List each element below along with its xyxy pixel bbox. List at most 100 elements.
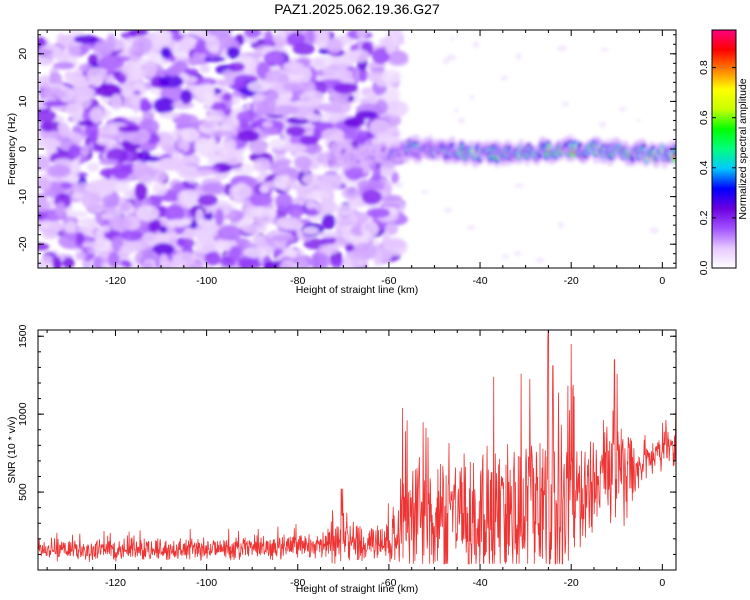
spectrogram-cell [333, 204, 355, 215]
spectrogram-cell [199, 64, 211, 74]
spectrogram-cell [53, 61, 75, 70]
spectrogram-cell [384, 100, 409, 118]
spectrogram-cell [371, 48, 390, 64]
spectrogram-cell [273, 105, 300, 115]
spectrogram-cell [261, 126, 279, 136]
spectrogram-cell [374, 99, 388, 115]
spectrogram-cell [64, 74, 88, 83]
spectrogram-cell [316, 231, 342, 238]
spectrogram-cell [166, 66, 178, 77]
spectrogram-cell [265, 69, 281, 82]
x-tick-label: -80 [290, 577, 305, 589]
spectrogram-cell [214, 208, 224, 227]
spectrogram-cell [349, 49, 370, 63]
spectrogram-cell [48, 222, 70, 230]
spectrogram-cell [83, 183, 109, 194]
spectrogram-cell [383, 239, 408, 249]
spectrogram-cell [180, 89, 193, 105]
spectrogram-cell [75, 231, 85, 246]
spectrogram-cell [310, 253, 320, 268]
spectrogram-cell [358, 68, 368, 82]
spectrogram-cell [189, 30, 206, 36]
spectrogram-cell [421, 190, 429, 194]
spectrogram-cell [394, 182, 404, 189]
spectrogram-cell [119, 259, 131, 267]
spectrogram-cell [254, 214, 276, 225]
spectrogram-cell [318, 173, 342, 192]
spectrogram-cell [136, 226, 151, 234]
spectrogram-cell [244, 30, 262, 39]
y-tick-label: 10 [17, 95, 29, 107]
spectrogram-cell [514, 183, 525, 188]
spectrogram-cell [515, 52, 522, 60]
spectrogram-cell [152, 242, 175, 256]
spectrogram-cell [277, 217, 301, 228]
spectrogram-cell [265, 52, 286, 64]
spectrogram-cell [311, 30, 330, 45]
spectrogram-cell [282, 82, 302, 92]
spectrogram-cell [457, 117, 466, 124]
y-tick-label: 1500 [17, 324, 29, 348]
x-tick-label: -80 [290, 275, 305, 287]
y-tick-label: 1000 [17, 402, 29, 426]
spectrogram-cell [294, 155, 313, 171]
x-tick-label: 0 [659, 275, 665, 287]
spectrogram-cell [264, 30, 274, 47]
spectrogram-cell [132, 36, 153, 55]
spectrogram-cell [119, 244, 136, 255]
spectrogram-cell [134, 182, 148, 201]
snr-y-axis-label: SNR (10 * v/v) [6, 416, 18, 483]
colorbar-tick-label: 0.6 [698, 110, 710, 125]
spectrogram-cell [100, 225, 111, 233]
colorbar-ticks: 0.0 0.2 0.4 0.6 0.8 [698, 60, 736, 275]
spectrogram-cell [38, 109, 57, 123]
y-tick-label: -20 [17, 236, 29, 251]
spectrogram-cell [600, 47, 610, 52]
spectrogram-cell [535, 257, 545, 263]
spectrogram-cell [375, 248, 393, 261]
spectrogram-cell [390, 171, 399, 184]
spectrogram-cell [249, 140, 268, 155]
spectrogram-cell [210, 124, 231, 131]
spectrogram-cell [341, 186, 361, 200]
spectrogram-cell [321, 236, 337, 245]
x-tick-label: -120 [105, 577, 126, 589]
spectrogram-cell [279, 259, 298, 268]
spectrogram-cell [177, 189, 199, 205]
spectrogram-cell [42, 100, 68, 107]
spectrogram-cell [326, 38, 343, 54]
spectrogram-cell [39, 75, 51, 89]
spectrogram-cell [41, 87, 66, 100]
spectrogram-cell [206, 30, 233, 37]
spectrogram-cell [132, 165, 156, 183]
spectrogram-cell [381, 69, 402, 84]
spectrogram-cell [305, 200, 317, 209]
spectrogram-cell [38, 200, 51, 213]
spectrogram-cell [203, 92, 215, 108]
spectrogram-cell [513, 251, 522, 257]
spectrogram-cell [271, 159, 290, 177]
spectrogram-cell [152, 182, 168, 196]
snr-y-axis: 500 1000 1500 [17, 324, 676, 571]
spectrogram-cell [386, 223, 399, 235]
spectrogram-cell [226, 46, 240, 59]
spectrogram-cell [120, 230, 143, 242]
spectrogram-cell [198, 219, 210, 227]
spectrogram-cell [360, 220, 379, 238]
spectrogram-cell [54, 202, 67, 217]
spectrogram-cell [321, 128, 345, 141]
x-tick-label: -120 [105, 275, 126, 287]
spectrogram-cell [96, 138, 118, 146]
spectrogram-cell [181, 227, 195, 242]
spectrogram-cell [109, 93, 123, 111]
x-tick-label: -60 [381, 577, 396, 589]
spectrogram-cell [270, 234, 296, 242]
spectrogram-cell [68, 45, 82, 57]
spectrogram-cell [635, 118, 641, 122]
spectrogram-cell [286, 32, 305, 47]
spectrogram-cell [95, 40, 116, 51]
spectrogram-cell [143, 260, 154, 268]
spectrogram-cell [283, 62, 303, 69]
spectrogram-cell [355, 110, 379, 120]
